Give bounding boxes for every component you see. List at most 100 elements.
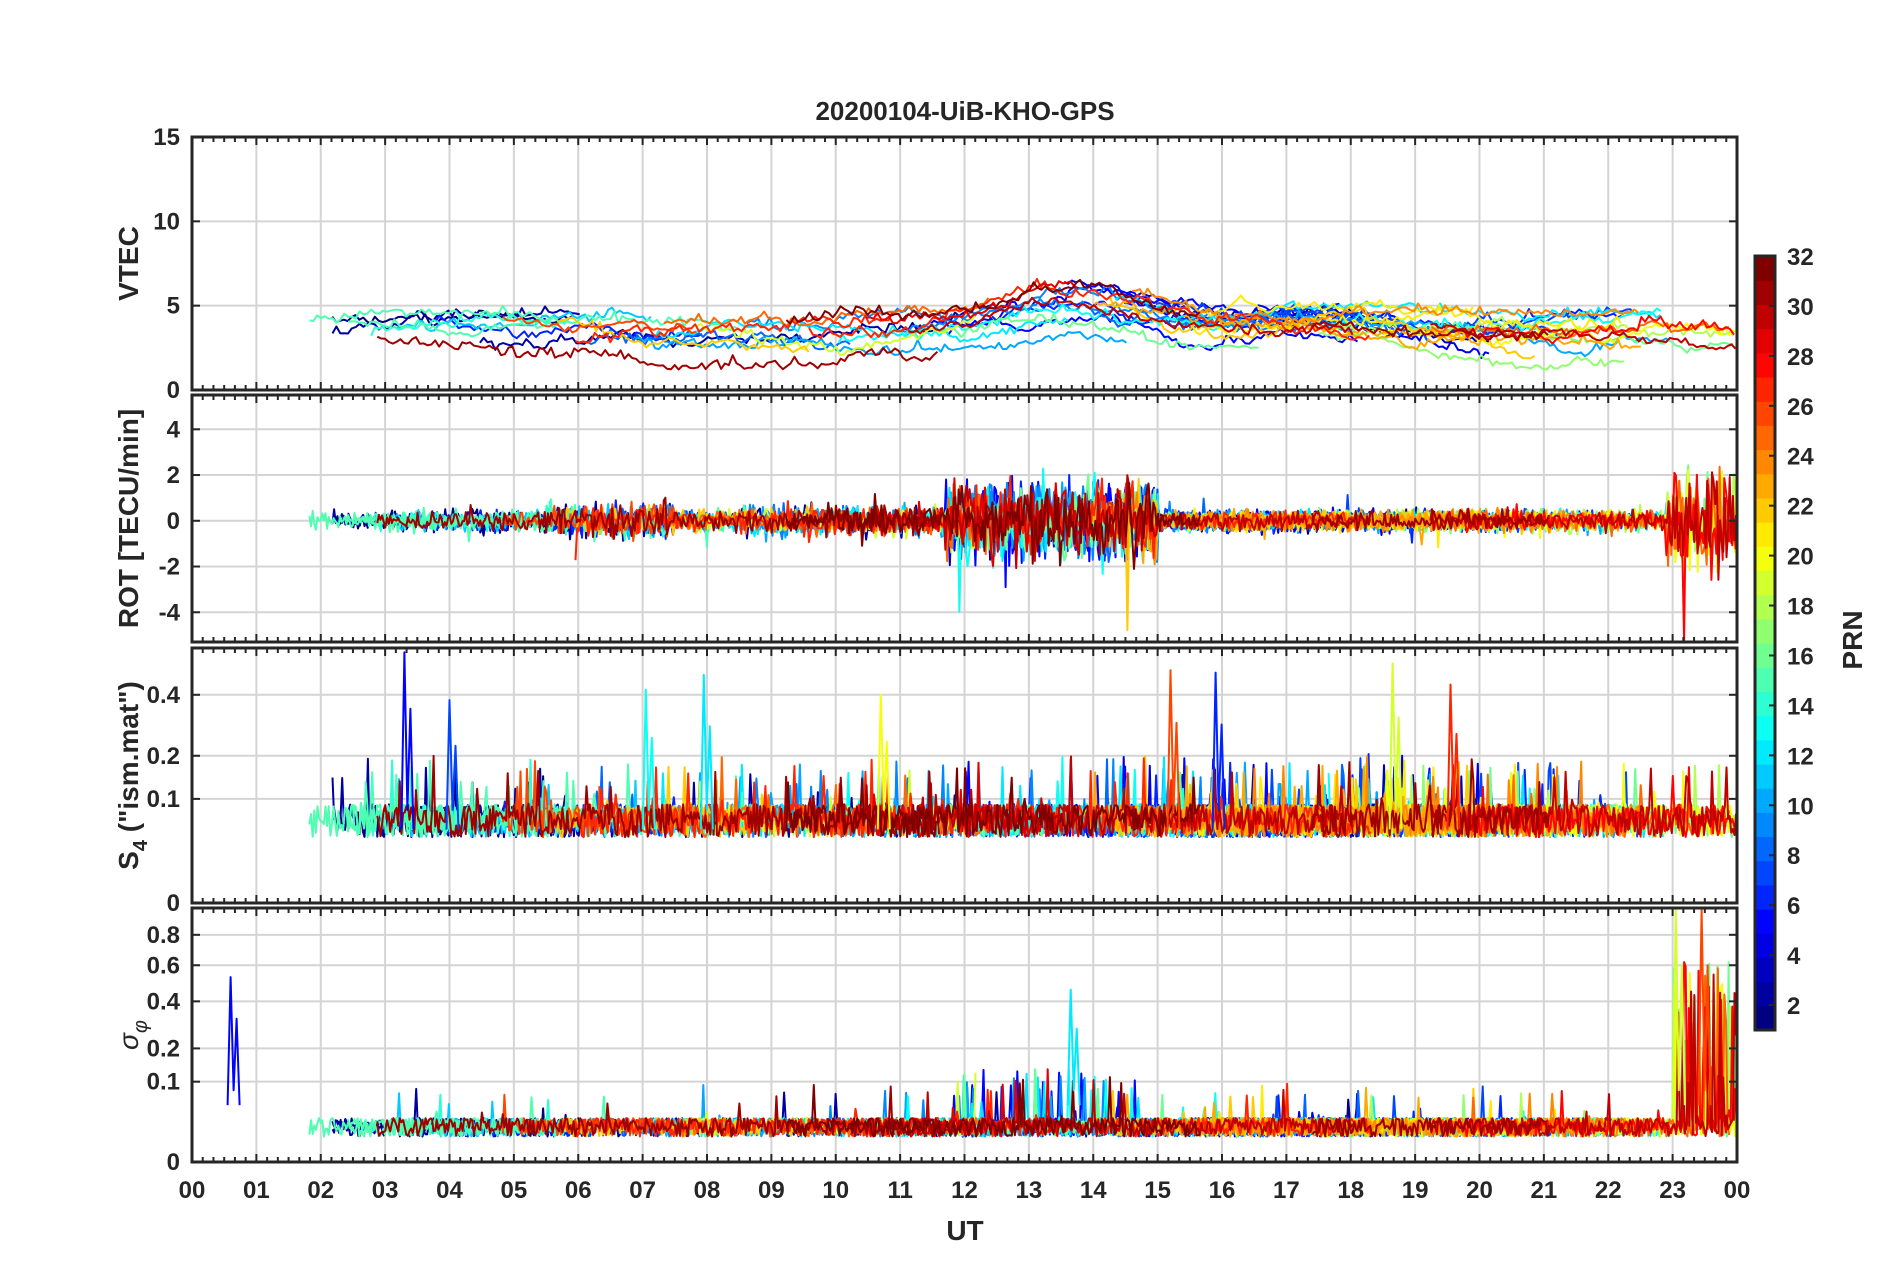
prn-series-line [785, 1076, 1201, 1138]
x-tick-label: 17 [1273, 1177, 1300, 1204]
prn-series-line [1429, 471, 1737, 581]
prn-series-line [1327, 315, 1735, 339]
prn-series-line [1132, 287, 1639, 325]
y-tick-label: 0 [167, 508, 180, 535]
prn-series-line [556, 316, 810, 354]
colorbar-tick-label: 6 [1787, 893, 1800, 920]
colorbar-band [1755, 788, 1775, 813]
colorbar-tick-label: 24 [1787, 444, 1814, 471]
colorbar-band [1755, 546, 1775, 572]
panel-sigma: 0.8 0.6 0.4 0.2 0.1 0 σφ [113, 906, 1739, 1176]
spike-line [1671, 908, 1686, 1106]
colorbar-band [1755, 933, 1775, 959]
colorbar-band [1755, 739, 1775, 765]
y-tick-label: 2 [167, 462, 180, 489]
colorbar-band [1755, 522, 1775, 547]
y-tick-label: 0.2 [147, 1035, 180, 1062]
colorbar-band [1755, 691, 1775, 717]
colorbar-tick-label: 28 [1787, 344, 1814, 371]
spike-line [1066, 988, 1081, 1106]
y-axis-label: VTEC [113, 226, 144, 301]
colorbar-band [1755, 570, 1775, 596]
prn-series-line [808, 277, 1370, 341]
colorbar-band [1755, 304, 1775, 330]
y-tick-label: 0 [167, 1149, 180, 1176]
prn-series-line [395, 306, 652, 332]
colorbar-tick-label: 26 [1787, 394, 1814, 421]
spike-line [876, 693, 891, 830]
prn-series-line [1311, 1117, 1550, 1138]
series-group [308, 464, 1737, 642]
prn-series-line [376, 335, 939, 371]
y-tick-label: 0 [167, 377, 180, 404]
prn-series-line [1311, 758, 1550, 838]
spike-line [226, 976, 241, 1106]
colorbar-tick-label: 8 [1787, 843, 1800, 870]
x-tick-label: 20 [1466, 1177, 1493, 1204]
prn-series-line [331, 305, 580, 335]
colorbar-frame [1753, 254, 1777, 1032]
prn-series-line [502, 315, 697, 335]
y-tick-label: 4 [167, 416, 181, 443]
prn-series-line [785, 767, 1201, 838]
series-group [226, 908, 1737, 1138]
prn-series-line [653, 317, 1069, 343]
x-tick-label: 05 [501, 1177, 528, 1204]
y-tick-label: 0.2 [147, 743, 180, 770]
colorbar-band [1755, 352, 1775, 378]
y-tick-label: 0.6 [147, 952, 180, 979]
y-tick-label: 15 [153, 124, 180, 151]
panel-s4: 0.4 0.2 0.1 0 S4 ("ism.mat") [113, 646, 1739, 917]
colorbar-band [1755, 618, 1775, 644]
prn-series-line [900, 297, 1384, 333]
prn-series-line [1108, 296, 1536, 360]
colorbar-band [1755, 449, 1775, 475]
spike-line [445, 699, 460, 830]
prn-series-line [785, 278, 1201, 325]
colorbar-label: PRN [1837, 610, 1868, 669]
colorbar-tick-label: 30 [1787, 294, 1814, 321]
x-tick-label: 23 [1659, 1177, 1686, 1204]
colorbar-band [1755, 715, 1775, 741]
colorbar-band [1755, 884, 1775, 910]
x-axis: 00 01 02 03 04 05 06 07 08 09 10 11 12 13 14 15 16 17 18 19… [179, 1177, 1751, 1204]
spike-line [1166, 669, 1181, 830]
x-tick-label: 09 [758, 1177, 785, 1204]
y-tick-label: 5 [167, 293, 180, 320]
y-tick-label: -2 [159, 554, 180, 581]
panel-rot: 4 2 0 -2 -4 ROT [TECU/min] [113, 393, 1739, 644]
prn-series-line [663, 297, 990, 327]
colorbar-band [1755, 280, 1775, 305]
spike-line [641, 688, 656, 830]
x-tick-label: 11 [887, 1177, 912, 1204]
spike-line [1388, 662, 1403, 830]
x-tick-label: 21 [1531, 1177, 1558, 1204]
spike-line [400, 651, 415, 830]
colorbar-tick-label: 32 [1787, 244, 1814, 271]
prn-series-line [1311, 320, 1549, 342]
prn-series-line [1108, 477, 1536, 632]
x-tick-label: 10 [822, 1177, 849, 1204]
prn-series-line [941, 312, 1259, 351]
prn-series-line [1184, 315, 1479, 338]
series-group [308, 651, 1737, 839]
prn-series-line [1430, 320, 1730, 338]
colorbar-band [1755, 981, 1775, 1007]
x-tick-label: 01 [243, 1177, 270, 1204]
y-tick-label: 0.4 [147, 682, 181, 709]
colorbar-band [1755, 836, 1775, 862]
y-tick-label: -4 [159, 599, 181, 626]
prn-series-line [434, 314, 703, 342]
panels-group: 15 10 5 0 VTEC 4 2 0 -2 -4 ROT [TECU/min] 0.4 0.2 0.1… [113, 124, 1739, 1176]
series-group [309, 277, 1737, 371]
prn-series-line [575, 312, 894, 344]
spike-line [1697, 908, 1712, 1106]
y-axis-label: σφ [113, 1020, 152, 1050]
y-axis-label: ROT [TECU/min] [113, 409, 144, 628]
prn-series-line [1462, 314, 1735, 345]
prn-series-line [785, 482, 1201, 570]
x-tick-label: 19 [1402, 1177, 1429, 1204]
colorbar-tick-label: 18 [1787, 594, 1814, 621]
x-tick-label: 06 [565, 1177, 592, 1204]
prn-series-line [309, 305, 553, 324]
